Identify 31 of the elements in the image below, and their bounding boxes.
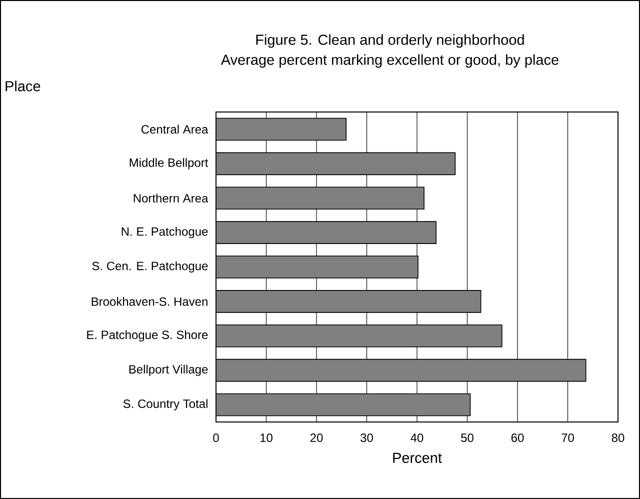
y-tick-label: Bellport Village: [129, 364, 208, 376]
chart-subtitle: Average percent marking excellent or good, by place: [220, 54, 558, 68]
y-tick-label: E. Patchogue S. Shore: [87, 330, 208, 342]
bar: [216, 358, 586, 382]
y-tick-label: Middle Bellport: [130, 158, 208, 170]
bar: [216, 152, 456, 176]
x-tick-label: 20: [310, 434, 323, 442]
x-axis-title: Percent: [393, 452, 442, 463]
x-tick-label: 70: [562, 434, 574, 442]
x-tick-label: 10: [260, 434, 272, 442]
bar: [216, 324, 502, 348]
bar: [216, 186, 424, 210]
x-tick-label: 0: [213, 434, 219, 442]
x-tick-label: 30: [360, 434, 373, 442]
x-tick-label: 40: [410, 434, 424, 442]
y-tick-label: N. E. Patchogue: [122, 226, 208, 238]
bar: [216, 221, 436, 244]
chart-title: Figure 5. Clean and orderly neighborhood: [256, 34, 524, 48]
bar: [216, 290, 482, 313]
y-tick-label: Central Area: [141, 124, 208, 134]
y-tick-label: S. Cen. E. Patchogue: [92, 261, 208, 273]
y-tick-label: Brookhaven-S. Haven: [92, 297, 208, 306]
x-tick-label: 50: [461, 434, 474, 442]
x-tick-label: 80: [612, 434, 624, 442]
y-tick-label: S. Country Total: [123, 399, 208, 410]
bar: [216, 118, 347, 141]
y-tick-label: Northern Area: [134, 194, 208, 203]
y-axis-title: Place: [6, 80, 40, 92]
bar: [216, 256, 418, 278]
x-tick-label: 60: [511, 434, 524, 442]
bar: [216, 393, 471, 416]
